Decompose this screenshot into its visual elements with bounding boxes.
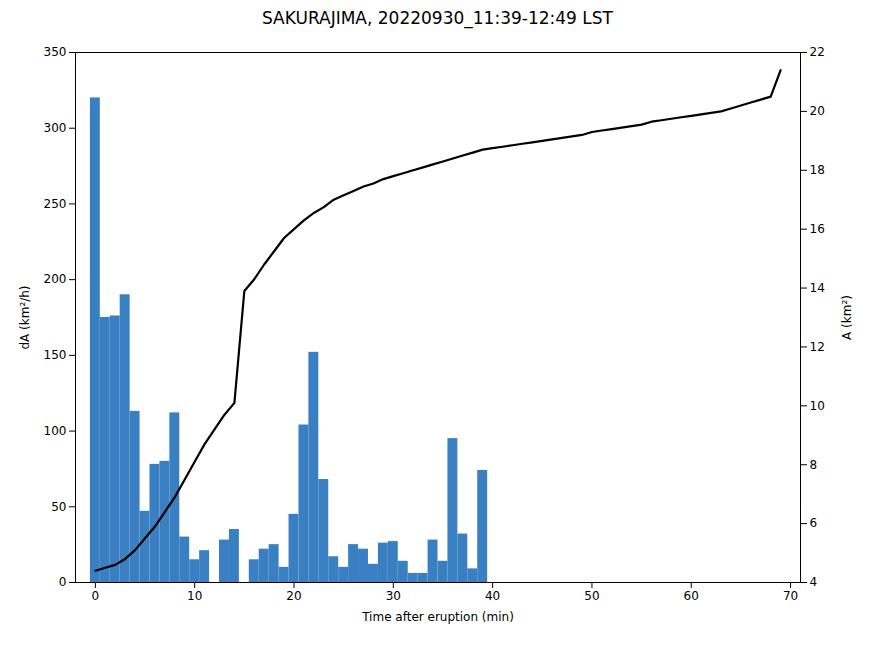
svg-text:0: 0 [59, 575, 67, 589]
svg-text:300: 300 [44, 121, 67, 135]
svg-text:22: 22 [810, 45, 825, 59]
svg-text:4: 4 [810, 575, 818, 589]
svg-text:20: 20 [286, 589, 301, 603]
svg-text:A (km²): A (km²) [840, 295, 854, 340]
svg-text:16: 16 [810, 222, 825, 236]
svg-text:40: 40 [485, 589, 500, 603]
svg-text:350: 350 [44, 45, 67, 59]
svg-text:0: 0 [92, 589, 100, 603]
svg-text:50: 50 [584, 589, 599, 603]
svg-text:10: 10 [810, 399, 825, 413]
svg-text:dA (km²/h): dA (km²/h) [18, 285, 32, 349]
svg-text:50: 50 [51, 500, 66, 514]
svg-text:18: 18 [810, 163, 825, 177]
svg-text:200: 200 [44, 272, 67, 286]
svg-text:8: 8 [810, 458, 818, 472]
svg-text:14: 14 [810, 281, 825, 295]
svg-text:30: 30 [386, 589, 401, 603]
html-text:SAKURAJIMA, 20220930_11:39-12:: SAKURAJIMA, 20220930_11:39-12:49 LST [262, 8, 613, 28]
svg-text:10: 10 [187, 589, 202, 603]
svg-text:150: 150 [44, 348, 67, 362]
svg-text:6: 6 [810, 516, 818, 530]
svg-text:12: 12 [810, 340, 825, 354]
svg-text:250: 250 [44, 197, 67, 211]
svg-text:100: 100 [44, 424, 67, 438]
svg-text:20: 20 [810, 104, 825, 118]
svg-text:70: 70 [783, 589, 798, 603]
svg-text:Time after eruption (min): Time after eruption (min) [361, 610, 514, 624]
svg-text:60: 60 [684, 589, 699, 603]
